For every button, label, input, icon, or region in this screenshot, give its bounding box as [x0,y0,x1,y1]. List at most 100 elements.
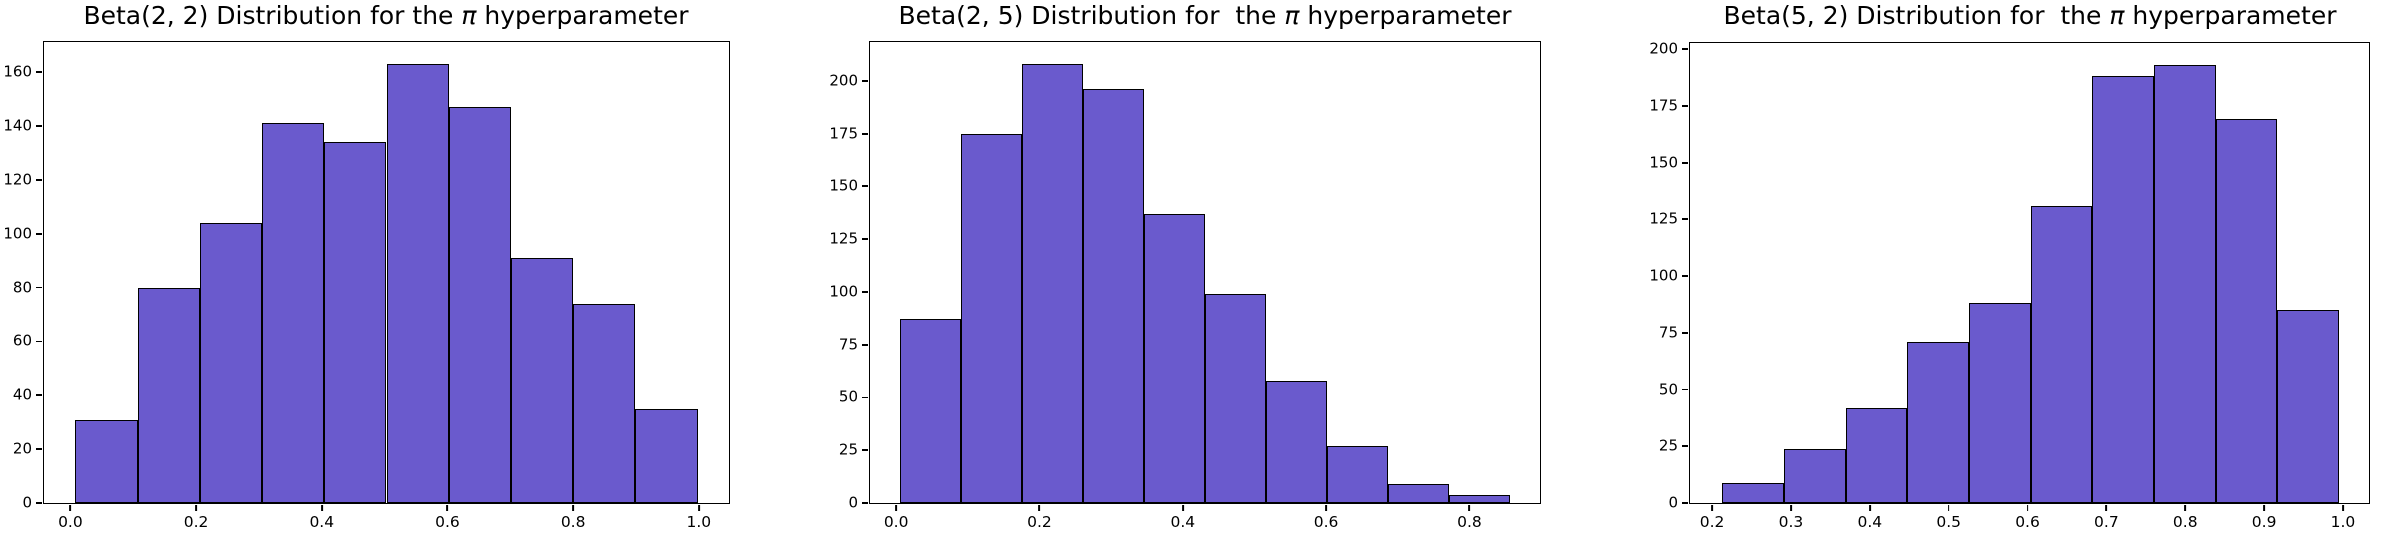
x-axis-tick [1711,504,1713,511]
histogram-bar [1387,484,1449,503]
y-tick-label: 0 [1668,493,1678,512]
y-axis-tick [36,232,43,235]
y-axis-tick [1682,104,1689,107]
chart-title-text: hyperparameter [476,1,689,30]
x-axis-tick [1468,504,1471,511]
y-axis-tick [36,125,43,127]
histogram-bar [2277,310,2340,503]
x-tick-label: 0.5 [1936,513,1961,531]
histogram-bar [1907,341,1969,503]
y-tick-label: 25 [838,440,858,459]
x-tick-label: 0.4 [309,513,335,531]
y-tick-label: 50 [838,387,858,406]
y-axis-tick [862,185,869,188]
histogram-bar [2215,119,2278,503]
x-axis-tick [1947,504,1950,511]
plot-area: 0 25 50 75 100 125 150 175 200 0.2 0.3 0.4 0.5 0.6 0.7… [1649,41,2370,530]
y-axis-tick [1682,218,1689,221]
y-axis-tick [862,502,869,504]
chart-title-text: Beta(5, 2) Distribution for the [1723,1,2110,30]
x-tick-label: 0.3 [1778,513,1804,531]
x-tick-label: 0.4 [1857,513,1883,531]
y-tick-label: 20 [12,439,32,458]
histogram-bar [1448,494,1510,503]
y-axis-tick [862,132,869,135]
y-tick-label: 0 [848,493,858,512]
y-tick-label: 175 [829,124,858,143]
histogram-panel-beta-2-2: Beta(2, 2) Distribution for the π hyperp… [0,0,794,538]
y-tick-label: 40 [12,385,32,404]
histogram-bar [2154,65,2216,503]
histogram-bar [1265,380,1327,503]
y-axis-tick [36,71,43,74]
histogram-bar [1969,303,2031,503]
x-tick-label: 0.8 [560,513,586,531]
y-tick-label: 175 [1649,96,1678,115]
x-axis-tick [2105,504,2108,511]
y-tick-label: 75 [1658,323,1678,342]
x-tick-label: 0.8 [2172,513,2198,531]
x-tick-label: 0.6 [2015,513,2040,531]
bars-layer [870,42,1540,503]
histogram-bar [1784,448,1846,503]
x-axis-tick [2026,504,2029,511]
histogram-bar [900,319,962,503]
y-tick-label: 150 [829,176,858,195]
x-axis-tick [572,504,575,511]
y-axis-tick [862,343,869,346]
histogram-bar [448,107,511,503]
histogram-bar [635,408,698,503]
x-tick-label: 0.7 [2094,513,2119,531]
y-axis-tick [36,340,43,343]
y-axis-tick [1682,502,1689,504]
y-tick-label: 100 [1649,266,1678,285]
y-tick-label: 200 [829,71,858,90]
x-axis-tick [895,504,898,511]
bars-layer [1690,43,2369,503]
y-tick-label: 75 [838,335,858,354]
chart-title: Beta(2, 2) Distribution for the π hyperp… [83,0,688,31]
x-axis-tick [446,504,449,511]
histogram-bar [2092,76,2154,503]
y-tick-label: 200 [1649,39,1678,58]
plot-area: 0 25 50 75 100 125 150 175 200 0.0 0.2 0.4 0.6 0.8 [829,41,1541,530]
y-axis-tick [1682,445,1689,448]
x-axis-tick [1325,504,1327,511]
pi-symbol: π [1284,1,1300,30]
histogram-bar [1845,407,1908,503]
y-axis-tick [862,396,869,399]
x-tick-label: 0.0 [58,513,83,531]
y-axis-tick [36,502,43,504]
y-tick-label: 80 [12,278,32,297]
histogram-bar [510,257,574,503]
y-axis-tick [862,291,869,293]
y-axis-tick [36,178,43,181]
x-axis-tick [2342,504,2344,511]
y-axis-tick [1682,48,1689,51]
histogram-bar [386,64,449,503]
x-axis-tick [697,504,700,511]
histogram-panel-beta-2-5: Beta(2, 5) Distribution for the π hyperp… [794,0,1588,538]
x-tick-label: 1.0 [686,513,712,531]
y-axis-tick [36,286,43,289]
x-tick-label: 0.2 [1027,513,1052,531]
histogram-bar [1144,213,1205,503]
y-axis-tick [1682,275,1689,277]
y-tick-label: 50 [1658,380,1678,399]
y-axis-tick [36,394,43,397]
histogram-bar [1022,63,1084,503]
x-axis-tick [1868,504,1871,511]
y-tick-label: 25 [1658,436,1678,455]
x-tick-label: 0.8 [1457,513,1482,531]
histogram-bar [199,222,263,503]
y-tick-label: 125 [1649,209,1678,228]
x-tick-label: 0.6 [435,513,460,531]
x-axis-tick [2263,504,2266,511]
y-tick-label: 100 [829,282,858,301]
y-tick-label: 140 [3,116,32,135]
y-axis-tick [1682,161,1689,164]
histogram-bar [573,303,636,503]
x-axis-tick [2184,504,2187,511]
chart-title-text: hyperparameter [1299,1,1512,30]
